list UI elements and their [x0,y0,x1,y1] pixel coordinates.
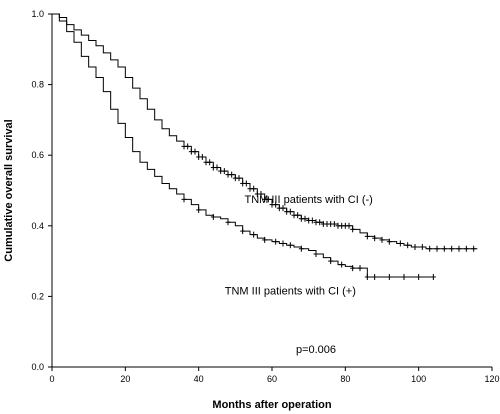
y-tick-label: 0.6 [31,150,44,160]
y-tick-label: 1.0 [31,9,44,19]
annotation-ci-positive: TNM III patients with CI (+) [225,286,356,298]
y-tick-label: 0.4 [31,221,44,231]
x-tick-label: 40 [194,374,204,384]
x-tick-label: 60 [267,374,277,384]
x-tick-label: 80 [340,374,350,384]
y-axis-title: Cumulative overall survival [3,119,15,261]
x-tick-label: 100 [411,374,426,384]
x-tick-label: 120 [484,374,499,384]
x-ticks: 0 20 40 60 80 100 120 [49,367,500,384]
annotation-ci-negative: TNM III patients with CI (-) [244,194,372,206]
y-tick-label: 0.8 [31,80,44,90]
y-tick-label: 0.0 [31,362,44,372]
series-layer [52,13,478,280]
y-tick-label: 0.2 [31,291,44,301]
x-tick-label: 20 [120,374,130,384]
x-axis-title: Months after operation [212,399,331,411]
x-tick-label: 0 [49,374,54,384]
series-1 [52,13,436,280]
y-ticks: 0.0 0.2 0.4 0.6 0.8 1.0 [31,9,52,372]
annotation-p-value: p=0.006 [296,344,336,356]
series-0 [52,13,478,252]
